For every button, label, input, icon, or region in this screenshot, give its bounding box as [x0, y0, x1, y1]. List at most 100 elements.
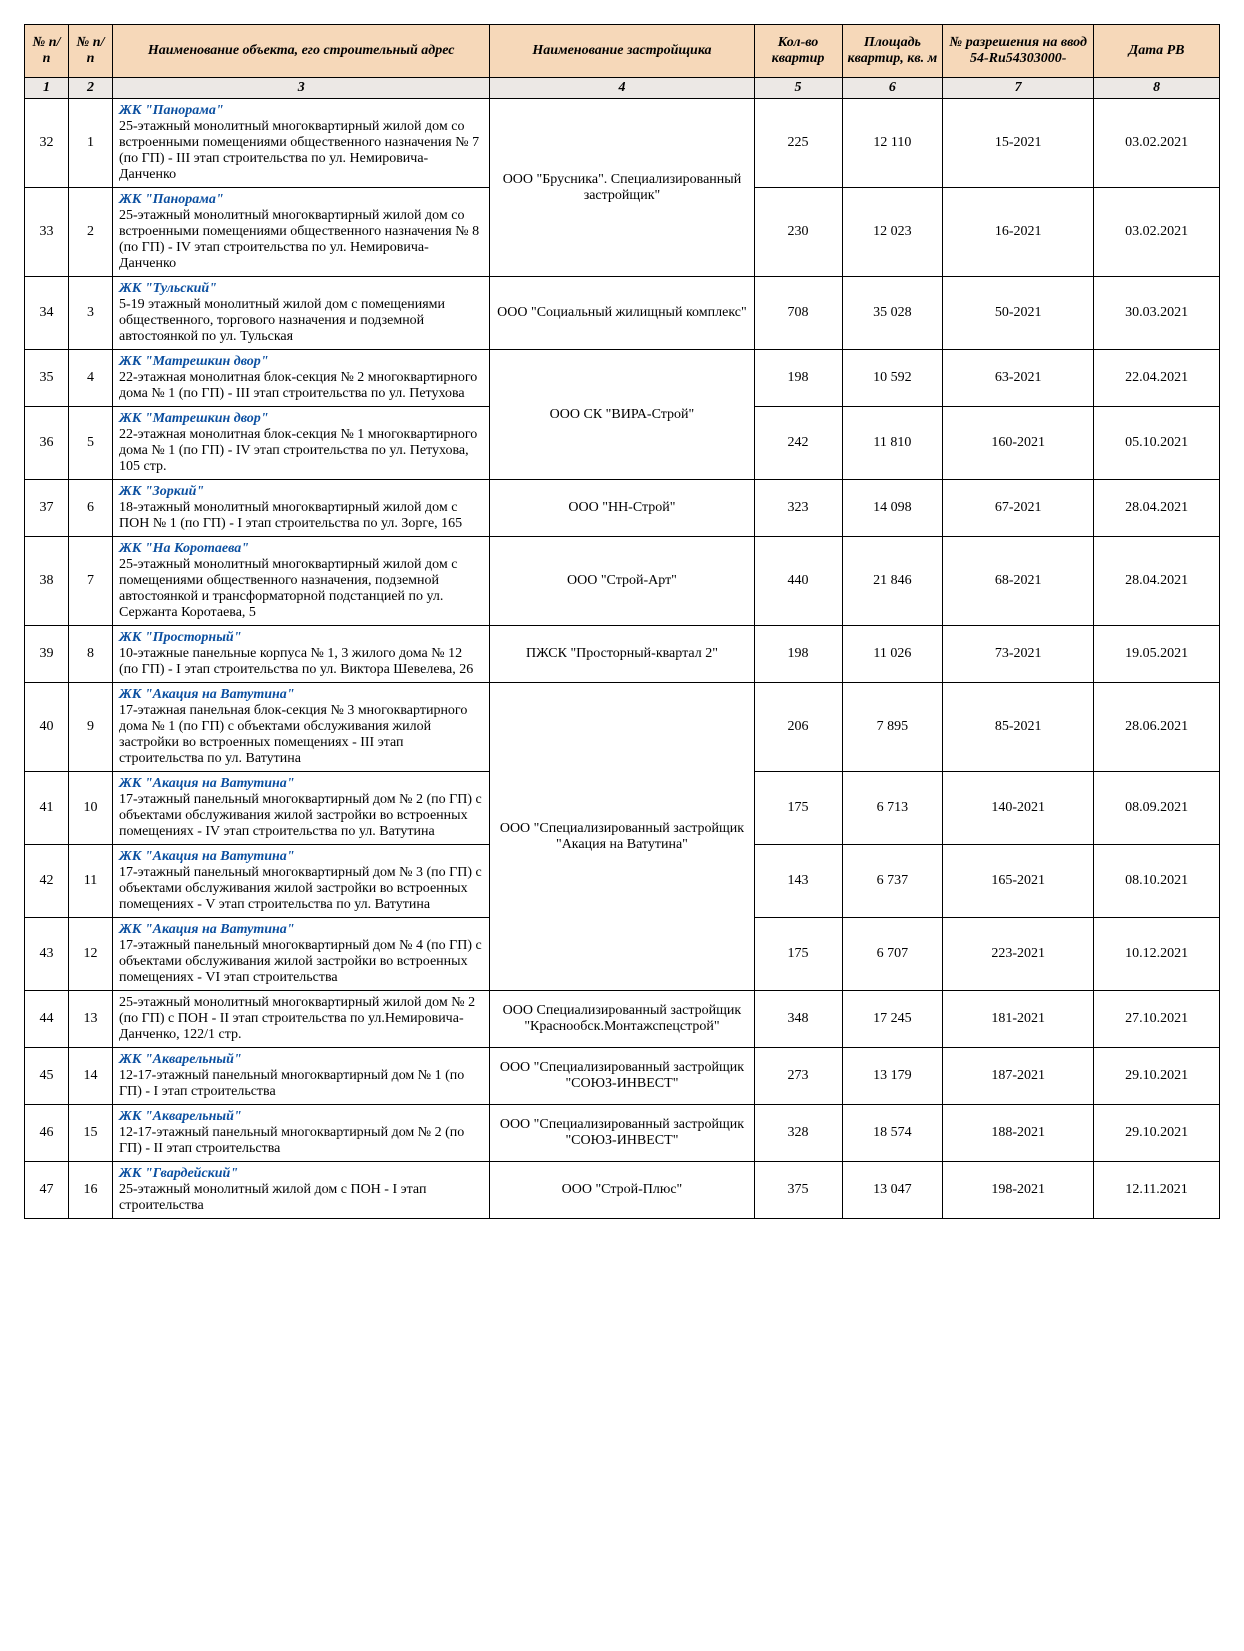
colnum-c7: 7 [943, 78, 1094, 99]
cell-description: 25-этажный монолитный многоквартирный жи… [113, 991, 490, 1048]
cell-n1: 46 [25, 1105, 69, 1162]
cell-qty: 143 [754, 845, 842, 918]
cell-n2: 16 [69, 1162, 113, 1219]
cell-developer: ПЖСК "Просторный-квартал 2" [490, 626, 754, 683]
table-row: 343ЖК "Тульский"5-19 этажный монолитный … [25, 277, 1220, 350]
table-row: 4615ЖК "Акварельный"12-17-этажный панель… [25, 1105, 1220, 1162]
cell-area: 21 846 [842, 537, 943, 626]
table-row: 321ЖК "Панорама"25-этажный монолитный мн… [25, 99, 1220, 188]
cell-date: 28.04.2021 [1094, 537, 1220, 626]
cell-permit: 198-2021 [943, 1162, 1094, 1219]
cell-permit: 160-2021 [943, 407, 1094, 480]
cell-qty: 440 [754, 537, 842, 626]
cell-area: 6 713 [842, 772, 943, 845]
cell-n2: 12 [69, 918, 113, 991]
cell-n1: 32 [25, 99, 69, 188]
project-name: ЖК "Гвардейский" [119, 1166, 238, 1181]
cell-qty: 328 [754, 1105, 842, 1162]
cell-description: ЖК "Тульский"5-19 этажный монолитный жил… [113, 277, 490, 350]
cell-permit: 63-2021 [943, 350, 1094, 407]
cell-area: 10 592 [842, 350, 943, 407]
project-name: ЖК "Акварельный" [119, 1109, 242, 1124]
header-c3: Наименование объекта, его строительный а… [113, 25, 490, 78]
cell-description: ЖК "Акварельный"12-17-этажный панельный … [113, 1105, 490, 1162]
table-row: 4514ЖК "Акварельный"12-17-этажный панель… [25, 1048, 1220, 1105]
cell-date: 22.04.2021 [1094, 350, 1220, 407]
cell-developer: ООО СК "ВИРА-Строй" [490, 350, 754, 480]
cell-permit: 181-2021 [943, 991, 1094, 1048]
cell-qty: 198 [754, 626, 842, 683]
header-c5: Кол-во квартир [754, 25, 842, 78]
cell-developer: ООО "Специализированный застройщик "Акац… [490, 683, 754, 991]
cell-qty: 175 [754, 918, 842, 991]
project-name: ЖК "Акация на Ватутина" [119, 922, 295, 937]
cell-description: ЖК "Акация на Ватутина"17-этажная панель… [113, 683, 490, 772]
cell-n1: 41 [25, 772, 69, 845]
cell-permit: 50-2021 [943, 277, 1094, 350]
cell-qty: 225 [754, 99, 842, 188]
header-c6: Площадь квартир, кв. м [842, 25, 943, 78]
cell-date: 05.10.2021 [1094, 407, 1220, 480]
cell-permit: 187-2021 [943, 1048, 1094, 1105]
cell-description: ЖК "Зоркий"18-этажный монолитный многокв… [113, 480, 490, 537]
cell-area: 13 179 [842, 1048, 943, 1105]
cell-area: 11 810 [842, 407, 943, 480]
cell-n2: 3 [69, 277, 113, 350]
table-row: 354ЖК "Матрешкин двор"22-этажная монолит… [25, 350, 1220, 407]
cell-area: 6 737 [842, 845, 943, 918]
cell-n1: 36 [25, 407, 69, 480]
cell-developer: ООО Специализированный застройщик "Красн… [490, 991, 754, 1048]
cell-developer: ООО "Социальный жилищный комплекс" [490, 277, 754, 350]
cell-date: 12.11.2021 [1094, 1162, 1220, 1219]
cell-area: 12 110 [842, 99, 943, 188]
cell-n2: 8 [69, 626, 113, 683]
project-name: ЖК "Просторный" [119, 630, 241, 645]
cell-area: 17 245 [842, 991, 943, 1048]
table-row: 409ЖК "Акация на Ватутина"17-этажная пан… [25, 683, 1220, 772]
cell-permit: 15-2021 [943, 99, 1094, 188]
cell-area: 11 026 [842, 626, 943, 683]
colnum-c1: 1 [25, 78, 69, 99]
cell-n2: 4 [69, 350, 113, 407]
table-row: 398ЖК "Просторный"10-этажные панельные к… [25, 626, 1220, 683]
cell-permit: 188-2021 [943, 1105, 1094, 1162]
cell-area: 35 028 [842, 277, 943, 350]
table-row: 376ЖК "Зоркий"18-этажный монолитный мног… [25, 480, 1220, 537]
cell-developer: ООО "Брусника". Специализированный застр… [490, 99, 754, 277]
cell-date: 28.06.2021 [1094, 683, 1220, 772]
cell-date: 08.10.2021 [1094, 845, 1220, 918]
colnum-c4: 4 [490, 78, 754, 99]
colnum-c8: 8 [1094, 78, 1220, 99]
table-row: 387ЖК "На Коротаева"25-этажный монолитны… [25, 537, 1220, 626]
cell-developer: ООО "Специализированный застройщик "СОЮЗ… [490, 1048, 754, 1105]
cell-developer: ООО "Строй-Плюс" [490, 1162, 754, 1219]
cell-n2: 6 [69, 480, 113, 537]
cell-n2: 5 [69, 407, 113, 480]
colnum-c3: 3 [113, 78, 490, 99]
cell-n1: 40 [25, 683, 69, 772]
cell-n1: 47 [25, 1162, 69, 1219]
cell-qty: 323 [754, 480, 842, 537]
cell-n1: 37 [25, 480, 69, 537]
project-name: ЖК "Акация на Ватутина" [119, 849, 295, 864]
cell-permit: 223-2021 [943, 918, 1094, 991]
cell-area: 12 023 [842, 188, 943, 277]
cell-n2: 14 [69, 1048, 113, 1105]
cell-permit: 165-2021 [943, 845, 1094, 918]
cell-area: 6 707 [842, 918, 943, 991]
cell-qty: 375 [754, 1162, 842, 1219]
cell-n1: 45 [25, 1048, 69, 1105]
cell-date: 30.03.2021 [1094, 277, 1220, 350]
cell-description: ЖК "Матрешкин двор"22-этажная монолитная… [113, 350, 490, 407]
project-name: ЖК "Панорама" [119, 192, 224, 207]
cell-area: 18 574 [842, 1105, 943, 1162]
cell-description: ЖК "Панорама"25-этажный монолитный много… [113, 188, 490, 277]
column-number-row: 1 2 3 4 5 6 7 8 [25, 78, 1220, 99]
cell-description: ЖК "Акация на Ватутина"17-этажный панель… [113, 918, 490, 991]
cell-qty: 348 [754, 991, 842, 1048]
cell-description: ЖК "Матрешкин двор"22-этажная монолитная… [113, 407, 490, 480]
project-name: ЖК "На Коротаева" [119, 541, 249, 556]
cell-n1: 33 [25, 188, 69, 277]
cell-developer: ООО "Строй-Арт" [490, 537, 754, 626]
cell-qty: 206 [754, 683, 842, 772]
